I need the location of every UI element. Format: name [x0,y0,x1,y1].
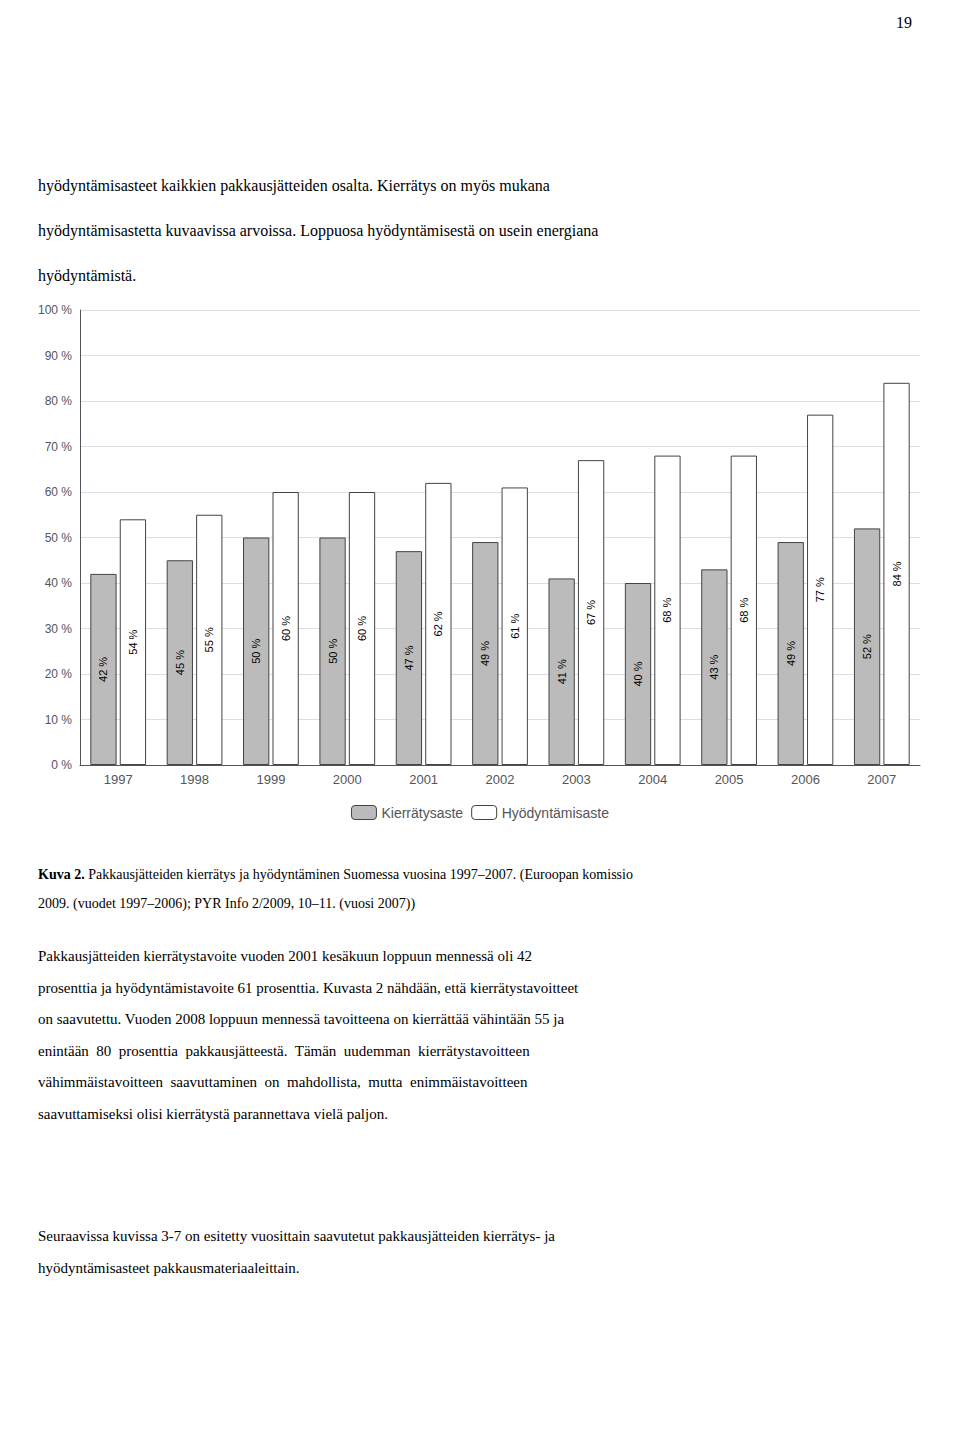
svg-text:68 %: 68 % [738,598,750,623]
html-text:saavuttamiseksi olisi kierräty: saavuttamiseksi olisi kierrätystä parann… [38,1106,388,1122]
html-text:Seuraavissa kuvissa 3-7 on esi: Seuraavissa kuvissa 3-7 on esitetty vuos… [38,1228,555,1244]
svg-text:20 %: 20 % [45,667,73,681]
html-text:enintään 80 prosenttia pakkaus: enintään 80 prosenttia pakkausjätteestä.… [38,1042,530,1059]
svg-text:2001: 2001 [409,772,438,787]
svg-text:50 %: 50 % [250,638,262,663]
svg-text:50 %: 50 % [327,638,339,663]
html-text:hyödyntämisasteet pakkausmater: hyödyntämisasteet pakkausmateriaaleittai… [38,1259,300,1276]
html-text:prosenttia ja hyödyntämistavoi: prosenttia ja hyödyntämistavoite 61 pros… [38,979,579,996]
svg-text:2005: 2005 [715,772,744,787]
html-text:Pakkausjätteiden kierrätystavo: Pakkausjätteiden kierrätystavoite vuoden… [38,948,533,964]
svg-text:55 %: 55 % [203,627,215,652]
svg-text:100 %: 100 % [38,303,72,317]
svg-text:60 %: 60 % [280,616,292,641]
svg-text:70 %: 70 % [45,440,73,454]
html-text:vähimmäistavoitteen saavuttami: vähimmäistavoitteen saavuttaminen on mah… [38,1074,528,1091]
svg-text:84 %: 84 % [891,561,903,586]
svg-text:2007: 2007 [867,772,896,787]
svg-text:42 %: 42 % [97,657,109,682]
svg-text:Hyödyntämisaste: Hyödyntämisaste [502,805,610,821]
svg-text:49 %: 49 % [785,641,797,666]
svg-text:2002: 2002 [486,772,515,787]
html-text:Kuva 2. Pakkausjätteiden kierr: Kuva 2. Pakkausjätteiden kierrätys ja hy… [38,867,633,882]
svg-text:1997: 1997 [104,772,133,787]
svg-text:2000: 2000 [333,772,362,787]
svg-text:40 %: 40 % [632,661,644,686]
svg-text:49 %: 49 % [479,641,491,666]
svg-text:2003: 2003 [562,772,591,787]
html-text:hyödyntämisastetta kuvaavissa: hyödyntämisastetta kuvaavissa arvoissa. … [38,222,599,239]
svg-text:2006: 2006 [791,772,820,787]
html-text:hyödyntämisasteet kaikkien pak: hyödyntämisasteet kaikkien pakkausjättei… [38,177,550,194]
svg-text:0 %: 0 % [51,758,72,772]
svg-text:67 %: 67 % [585,600,597,625]
svg-text:41 %: 41 % [556,659,568,684]
svg-text:1999: 1999 [256,772,285,787]
svg-text:77 %: 77 % [814,577,826,602]
svg-text:43 %: 43 % [708,654,720,679]
html-text:on saavutettu. Vuoden 2008 lop: on saavutettu. Vuoden 2008 loppuun menne… [38,1011,565,1028]
svg-text:80 %: 80 % [45,394,73,408]
svg-text:68 %: 68 % [661,598,673,623]
svg-text:60 %: 60 % [356,616,368,641]
svg-text:50 %: 50 % [45,531,73,545]
svg-text:10 %: 10 % [45,713,73,727]
svg-text:61 %: 61 % [509,613,521,638]
html-text:19: 19 [896,14,912,31]
svg-text:62 %: 62 % [432,611,444,636]
svg-text:60 %: 60 % [45,485,73,499]
svg-text:90 %: 90 % [45,349,73,363]
svg-text:30 %: 30 % [45,622,73,636]
svg-text:40 %: 40 % [45,576,73,590]
html-text:hyödyntämistä.: hyödyntämistä. [38,267,137,284]
svg-text:1998: 1998 [180,772,209,787]
svg-text:47 %: 47 % [403,645,415,670]
svg-text:54 %: 54 % [127,629,139,654]
svg-text:52 %: 52 % [861,634,873,659]
svg-text:45 %: 45 % [174,650,186,675]
html-text:2009. (vuodet 1997–2006); PYR: 2009. (vuodet 1997–2006); PYR Info 2/200… [38,896,416,911]
svg-text:Kierrätysaste: Kierrätysaste [381,805,463,821]
svg-text:2004: 2004 [638,772,667,787]
